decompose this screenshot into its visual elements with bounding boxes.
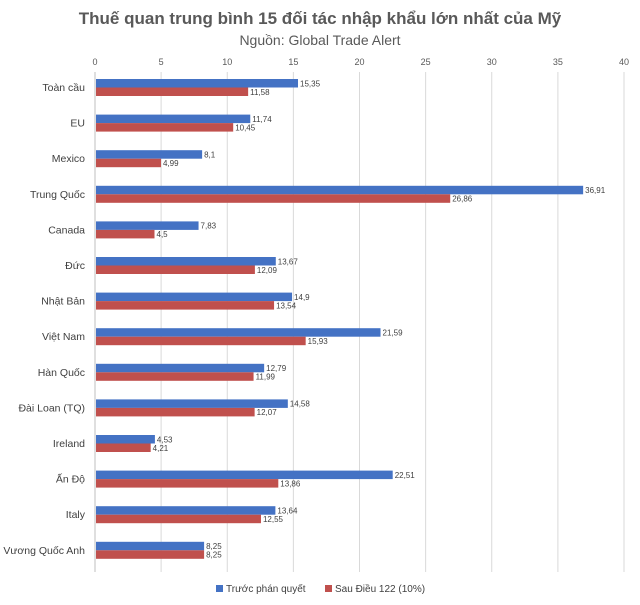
category-label: Ireland — [53, 438, 85, 450]
legend-label-sau-dieu-122: Sau Điều 122 (10%) — [335, 583, 425, 595]
category-label: Trung Quốc — [30, 189, 85, 201]
x-tick-label: 25 — [421, 57, 431, 67]
data-label: 8,1 — [204, 150, 216, 159]
data-label: 36,91 — [585, 186, 606, 195]
bar-truoc-phan-quyet — [96, 541, 205, 551]
data-label: 14,9 — [294, 293, 310, 302]
bar-truoc-phan-quyet — [96, 79, 299, 88]
legend-label-truoc-phan-quyet: Trước phán quyết — [226, 583, 306, 595]
data-label: 21,59 — [383, 328, 404, 337]
bar-truoc-phan-quyet — [96, 506, 276, 515]
data-label: 15,93 — [308, 337, 329, 346]
data-label: 13,86 — [280, 479, 301, 488]
bar-truoc-phan-quyet — [96, 221, 199, 230]
category-label: EU — [70, 118, 85, 130]
bar-truoc-phan-quyet — [96, 292, 293, 302]
x-tick-label: 30 — [487, 57, 497, 67]
x-tick-label: 35 — [553, 57, 563, 67]
data-label: 11,58 — [250, 88, 270, 97]
bar-sau-dieu-122 — [96, 265, 255, 274]
data-label: 4,21 — [153, 444, 169, 453]
gridlines — [94, 72, 625, 572]
data-label: 11,74 — [252, 115, 272, 124]
legend-swatch-truoc-phan-quyet — [216, 585, 223, 592]
bar-sau-dieu-122 — [96, 550, 205, 559]
bar-truoc-phan-quyet — [96, 363, 265, 373]
bar-truoc-phan-quyet — [96, 328, 381, 337]
category-label: Đài Loan (TQ) — [18, 402, 85, 414]
bar-sau-dieu-122 — [96, 87, 249, 96]
bar-truoc-phan-quyet — [96, 150, 203, 159]
x-axis-ticks: 0 5 10 15 20 25 30 35 40 — [92, 57, 629, 67]
data-label: 7,83 — [201, 222, 217, 231]
data-label: 8,25 — [206, 551, 222, 560]
x-tick-label: 5 — [159, 57, 164, 67]
chart-subtitle: Nguồn: Global Trade Alert — [239, 32, 400, 48]
bar-sau-dieu-122 — [96, 479, 279, 488]
category-label: Italy — [66, 509, 86, 521]
bar-sau-dieu-122 — [96, 407, 255, 417]
category-label: Toàn cầu — [42, 82, 85, 94]
data-label: 26,86 — [452, 195, 473, 204]
data-label: 13,64 — [277, 506, 298, 515]
data-label: 11,99 — [256, 373, 276, 382]
data-label: 8,25 — [206, 542, 222, 551]
data-label: 4,99 — [163, 159, 179, 168]
category-label: Canada — [48, 224, 85, 236]
bar-sau-dieu-122 — [96, 301, 275, 310]
data-label: 12,07 — [257, 408, 278, 417]
bar-truoc-phan-quyet — [96, 399, 288, 408]
x-tick-label: 10 — [222, 57, 232, 67]
data-label: 13,54 — [276, 301, 297, 310]
data-label: 14,58 — [290, 400, 311, 409]
data-label: 4,5 — [157, 230, 169, 239]
x-tick-label: 15 — [288, 57, 298, 67]
category-labels: Toàn cầu EU Mexico Trung Quốc Canada Đức Nhật … — [3, 82, 85, 557]
data-label: 13,67 — [278, 257, 299, 266]
bar-sau-dieu-122 — [96, 123, 234, 132]
bar-truoc-phan-quyet — [96, 435, 155, 444]
x-tick-label: 20 — [354, 57, 364, 67]
bar-sau-dieu-122 — [96, 514, 261, 524]
bar-sau-dieu-122 — [96, 194, 451, 203]
bar-sau-dieu-122 — [96, 158, 161, 168]
category-label: Hàn Quốc — [38, 367, 85, 379]
data-label: 12,09 — [257, 266, 278, 275]
category-label: Vương Quốc Anh — [3, 545, 85, 557]
bars — [96, 79, 584, 559]
data-label: 10,45 — [235, 123, 256, 132]
bar-truoc-phan-quyet — [96, 257, 276, 266]
bar-sau-dieu-122 — [96, 229, 155, 239]
data-label: 12,55 — [263, 515, 284, 524]
bar-truoc-phan-quyet — [96, 470, 393, 480]
data-label: 12,79 — [266, 364, 287, 373]
data-label: 4,53 — [157, 435, 173, 444]
bar-sau-dieu-122 — [96, 372, 254, 381]
bar-truoc-phan-quyet — [96, 114, 251, 124]
bar-truoc-phan-quyet — [96, 185, 584, 195]
data-label: 15,35 — [300, 79, 321, 88]
category-label: Mexico — [52, 153, 85, 165]
legend: Trước phán quyết Sau Điều 122 (10%) — [216, 583, 425, 595]
bar-sau-dieu-122 — [96, 443, 151, 452]
category-label: Đức — [65, 260, 85, 272]
chart-title: Thuế quan trung bình 15 đối tác nhập khẩ… — [79, 9, 562, 28]
bar-sau-dieu-122 — [96, 336, 306, 346]
data-label: 22,51 — [395, 471, 416, 480]
category-label: Việt Nam — [42, 331, 85, 343]
category-label: Nhật Bản — [41, 296, 85, 308]
legend-swatch-sau-dieu-122 — [325, 585, 332, 592]
x-tick-label: 0 — [92, 57, 97, 67]
x-tick-label: 40 — [619, 57, 629, 67]
category-label: Ấn Độ — [56, 473, 85, 486]
